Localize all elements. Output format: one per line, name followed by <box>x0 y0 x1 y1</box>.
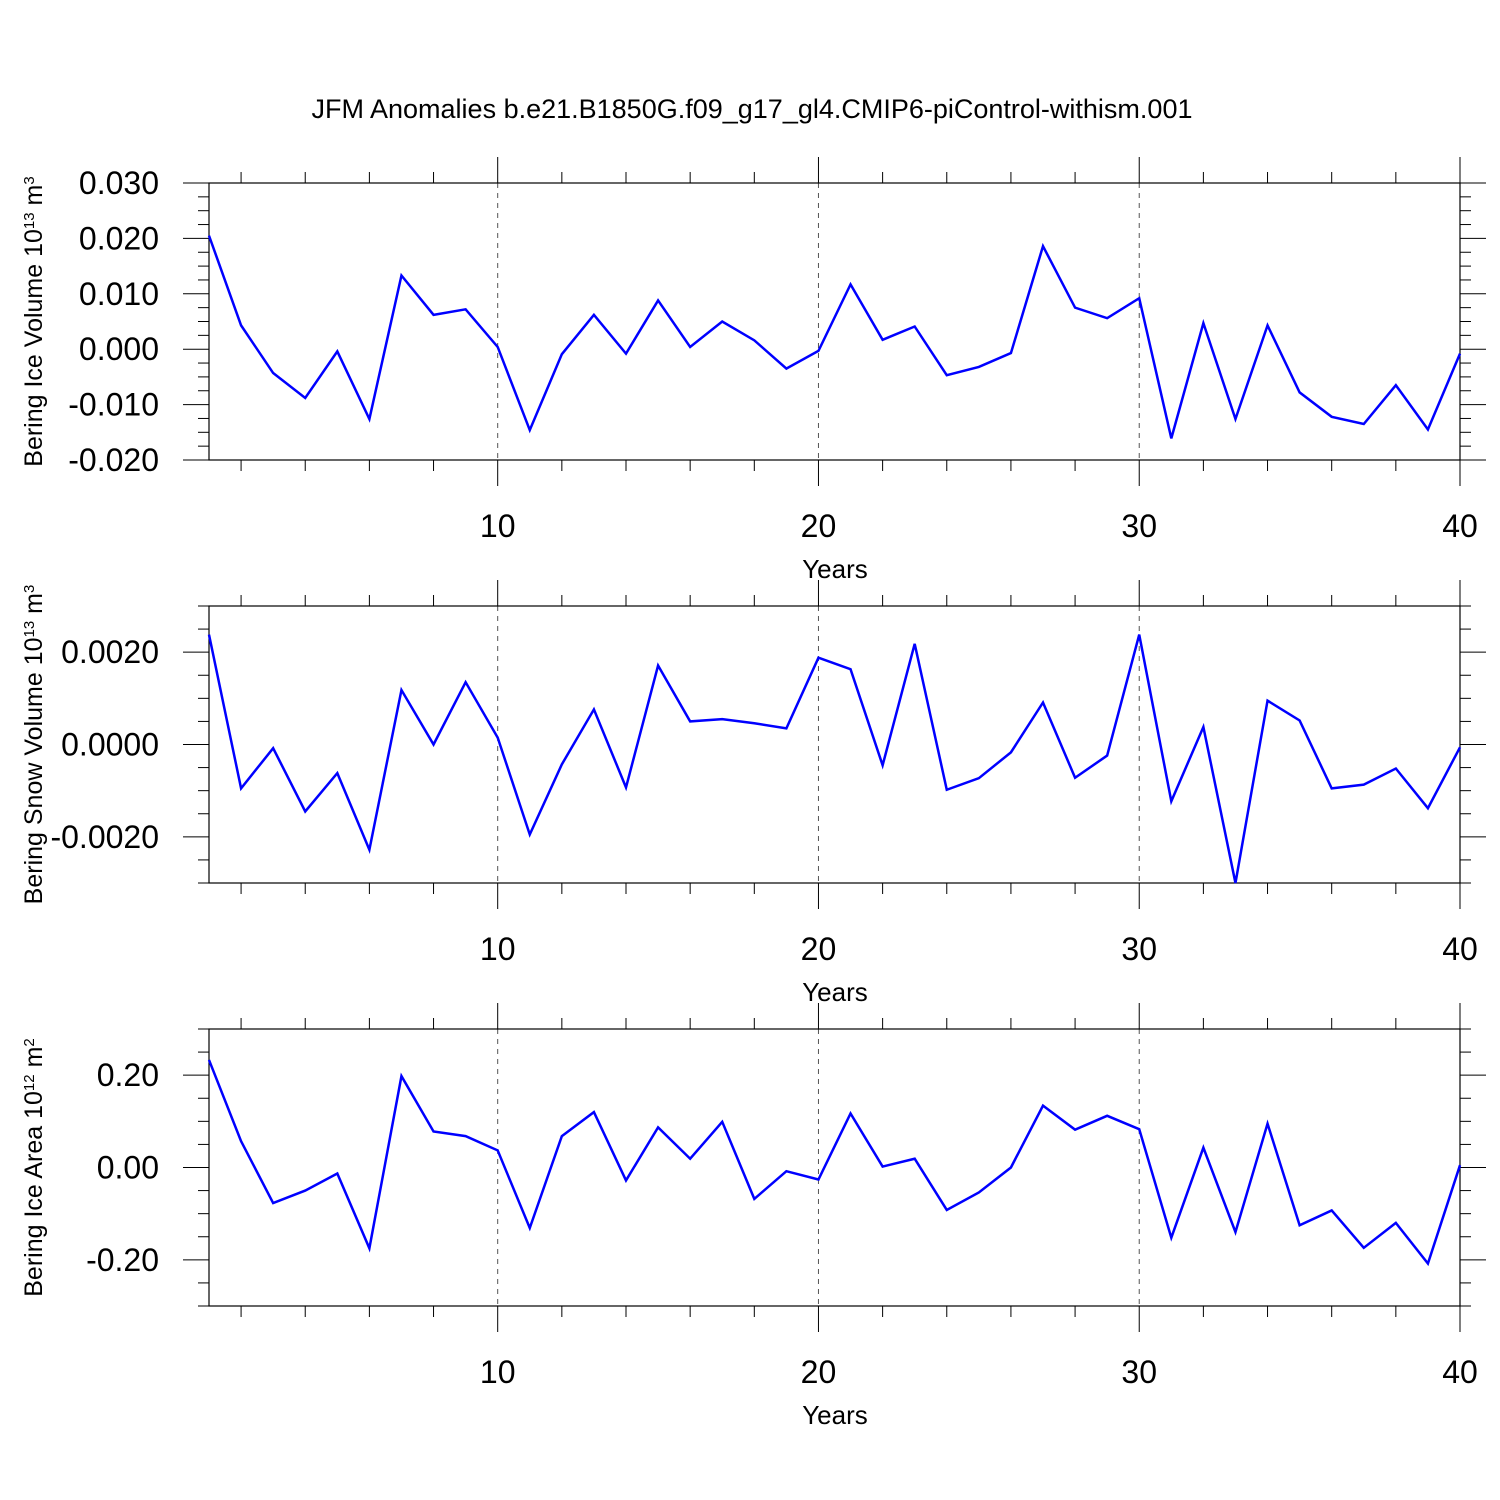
ice-volume-x-tick-label: 30 <box>1121 508 1157 544</box>
ice-area-y-axis-label: Bering Ice Area 1012 m2 <box>20 1038 48 1297</box>
ice-volume-plot-frame <box>208 182 1461 461</box>
figure-title: JFM Anomalies b.e21.B1850G.f09_g17_gl4.C… <box>312 94 1193 124</box>
snow-volume-series-line <box>207 634 1462 884</box>
ice-volume-y-tick-label: 0.030 <box>79 165 159 201</box>
snow-volume-y-tick-label: 0.0000 <box>61 727 159 763</box>
ice-volume-x-axis-label: Years <box>802 554 868 584</box>
ice-volume-y-axis-label: Bering Ice Volume 1013 m3 <box>20 176 48 466</box>
ice-volume-y-tick-label: 0.000 <box>79 331 159 367</box>
ice-volume-x-tick-label: 10 <box>480 508 516 544</box>
snow-volume-x-axis-label: Years <box>802 977 868 1007</box>
ice-area-y-tick-label: -0.20 <box>86 1242 159 1278</box>
ice-area-x-axis-label: Years <box>802 1400 868 1430</box>
ice-volume-series-line <box>207 235 1462 439</box>
ice-area-y-label-text: m <box>20 1047 48 1075</box>
snow-volume-plot-frame <box>208 605 1461 884</box>
snow-volume-y-label-superscript: 3 <box>21 585 38 593</box>
ice-volume-y-tick-label: -0.020 <box>68 442 159 478</box>
ice-area-y-tick-label: 0.00 <box>97 1150 159 1186</box>
ice-area-y-label-superscript: 2 <box>21 1038 38 1046</box>
snow-volume-y-tick-label: -0.0020 <box>50 819 159 855</box>
ice-volume-y-label-text: m <box>20 185 48 213</box>
ice-area-y-label-superscript: 12 <box>21 1074 38 1091</box>
ice-volume-x-tick-label: 20 <box>801 508 837 544</box>
ice-volume-y-label-superscript: 3 <box>21 176 38 184</box>
ice-volume-y-tick-label: 0.020 <box>79 220 159 256</box>
ice-area-y-label-text: Bering Ice Area 10 <box>20 1091 48 1297</box>
ice-area-x-tick-label: 10 <box>480 1354 516 1390</box>
snow-volume-y-tick-label: 0.0020 <box>61 634 159 670</box>
snow-volume-x-tick-label: 40 <box>1442 931 1478 967</box>
ice-area-x-tick-label: 20 <box>801 1354 837 1390</box>
snow-volume-panel: 10 20 30 40 -0.0020 0.0000 0.0020 Years Bering S… <box>20 580 1486 1007</box>
snow-volume-x-tick-label: 10 <box>480 931 516 967</box>
ice-volume-y-label-superscript: 13 <box>21 212 38 229</box>
ice-volume-panel: 10 20 30 40 -0.020 -0.010 0.000 0.010 0.020 0.030… <box>20 157 1486 584</box>
ice-area-plot-frame <box>208 1028 1461 1307</box>
snow-volume-x-tick-label: 20 <box>801 931 837 967</box>
snow-volume-x-tick-label: 30 <box>1121 931 1157 967</box>
ice-volume-x-tick-label: 40 <box>1442 508 1478 544</box>
snow-volume-y-label-text: m <box>20 593 48 621</box>
ice-volume-y-tick-label: -0.010 <box>68 387 159 423</box>
panels: 10 20 30 40 -0.020 -0.010 0.000 0.010 0.020 0.030… <box>20 157 1486 1430</box>
ice-volume-y-label-text: Bering Ice Volume 10 <box>20 229 48 467</box>
ice-area-series-line <box>207 1059 1462 1267</box>
ice-area-x-tick-label: 40 <box>1442 1354 1478 1390</box>
snow-volume-y-axis-label: Bering Snow Volume 1013 m3 <box>20 585 48 905</box>
ice-area-panel: 10 20 30 40 -0.20 0.00 0.20 Years Bering Ice Are… <box>20 1003 1486 1430</box>
snow-volume-y-label-text: Bering Snow Volume 10 <box>20 637 48 904</box>
snow-volume-y-label-superscript: 13 <box>21 621 38 638</box>
ice-volume-y-tick-label: 0.010 <box>79 276 159 312</box>
ice-area-x-tick-label: 30 <box>1121 1354 1157 1390</box>
ice-area-y-tick-label: 0.20 <box>97 1057 159 1093</box>
